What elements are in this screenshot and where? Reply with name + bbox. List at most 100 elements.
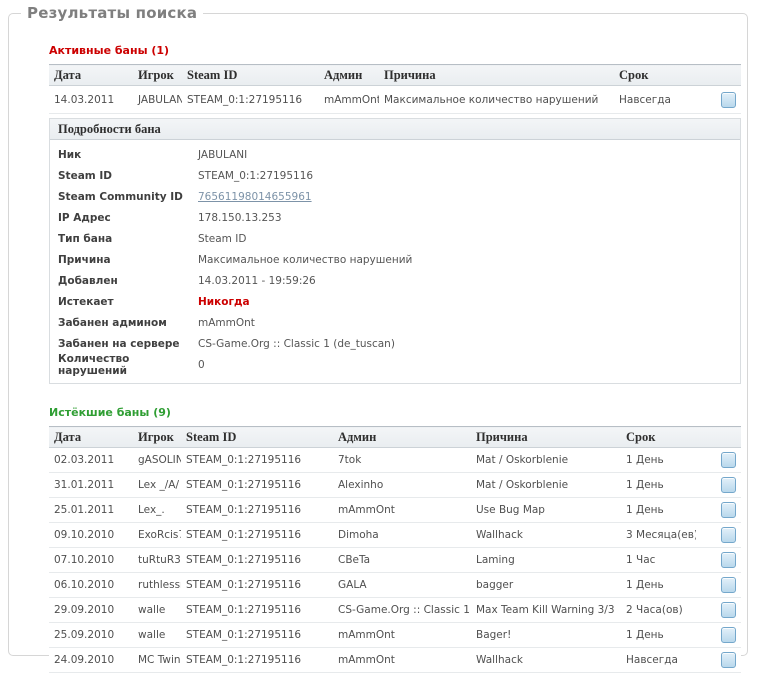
- table-cell: Lex_.: [133, 497, 181, 523]
- table-cell: GALA: [333, 572, 471, 598]
- detail-row: IP Адрес 178.150.13.253: [50, 207, 740, 228]
- steam-community-link[interactable]: 76561198014655961: [198, 190, 312, 203]
- table-cell: walle: [133, 622, 181, 648]
- actions-cell: [696, 497, 741, 523]
- ban-details-icon[interactable]: [721, 477, 736, 493]
- actions-cell: [696, 447, 741, 473]
- ban-details-title: Подробности бана: [50, 119, 740, 140]
- table-cell: 09.10.2010: [49, 522, 133, 548]
- table-cell: Wallhack: [471, 522, 621, 548]
- table-cell: STEAM_0:1:27195116: [181, 597, 333, 623]
- results-fieldset: Результаты поиска Активные баны (1) Дата…: [8, 4, 748, 673]
- column-header: Причина: [379, 64, 614, 86]
- table-cell: STEAM_0:1:27195116: [182, 85, 319, 114]
- table-header-row: Дата Игрок Steam ID Админ Причина Срок: [49, 426, 741, 448]
- ban-details-icon[interactable]: [721, 91, 736, 108]
- detail-value: 178.150.13.253: [198, 211, 282, 224]
- table-header-row: Дата Игрок Steam ID Админ Причина Срок: [49, 64, 741, 86]
- column-header: Срок: [621, 426, 696, 448]
- detail-row: Забанен на сервере CS-Game.Org :: Classic…: [50, 333, 740, 354]
- column-header: Админ: [319, 64, 379, 86]
- table-cell: ruthlessness*: [133, 572, 181, 598]
- detail-value: Steam ID: [198, 232, 247, 245]
- table-cell: STEAM_0:1:27195116: [181, 572, 333, 598]
- table-cell: Максимальное количество нарушений: [379, 85, 614, 114]
- column-header: Админ: [333, 426, 471, 448]
- table-cell: Dimoha: [333, 522, 471, 548]
- actions-cell: [696, 522, 741, 548]
- active-bans-table: Дата Игрок Steam ID Админ Причина Срок 14.03.…: [49, 64, 741, 114]
- column-header: Steam ID: [182, 64, 319, 86]
- column-header: Дата: [49, 426, 133, 448]
- detail-label: Добавлен: [58, 274, 118, 287]
- column-header-actions: [696, 426, 741, 448]
- table-cell: Lex _/A/: [133, 472, 181, 498]
- column-header: Дата: [49, 64, 133, 86]
- ban-details-icon[interactable]: [721, 502, 736, 518]
- ban-details-icon[interactable]: [721, 552, 736, 568]
- detail-row: Steam Community ID 76561198014655961: [50, 186, 740, 207]
- ban-details-icon[interactable]: [721, 602, 736, 618]
- detail-value: 14.03.2011 - 19:59:26: [198, 274, 316, 287]
- table-cell: Навсегда: [614, 85, 696, 114]
- column-header: Игрок: [133, 426, 181, 448]
- table-cell: mAmmOnt: [333, 622, 471, 648]
- table-cell: Laming: [471, 547, 621, 573]
- detail-value: Никогда: [198, 295, 250, 308]
- detail-value: STEAM_0:1:27195116: [198, 169, 314, 182]
- table-cell: 31.01.2011: [49, 472, 133, 498]
- detail-row: Steam ID STEAM_0:1:27195116: [50, 165, 740, 186]
- table-cell: STEAM_0:1:27195116: [181, 522, 333, 548]
- expired-bans-table: Дата Игрок Steam ID Админ Причина Срок 02.03.…: [49, 426, 741, 673]
- actions-cell: [696, 472, 741, 498]
- detail-value: 76561198014655961: [198, 191, 312, 203]
- detail-value: 0: [198, 358, 205, 371]
- ban-details-icon[interactable]: [721, 527, 736, 543]
- table-cell: STEAM_0:1:27195116: [181, 547, 333, 573]
- detail-label: Забанен админом: [58, 316, 167, 329]
- table-cell: Use Bug Map: [471, 497, 621, 523]
- table-cell: Bager!: [471, 622, 621, 648]
- detail-value: CS-Game.Org :: Classic 1 (de_tuscan): [198, 337, 395, 350]
- detail-label: Забанен на сервере: [58, 337, 180, 350]
- table-cell: 1 Час: [621, 547, 696, 573]
- table-row: 25.09.2010 walle STEAM_0:1:27195116 mAmmOnt…: [49, 622, 741, 648]
- column-header-actions: [696, 64, 741, 86]
- actions-cell: [696, 647, 741, 673]
- ban-details-icon[interactable]: [721, 652, 736, 668]
- table-cell: MC Twincam: [133, 647, 181, 673]
- table-cell: JABULANI: [133, 85, 182, 114]
- table-cell: STEAM_0:1:27195116: [181, 472, 333, 498]
- table-row: 25.01.2011 Lex_. STEAM_0:1:27195116 mAmmOnt…: [49, 497, 741, 523]
- table-cell: Alexinho: [333, 472, 471, 498]
- table-cell: Mat / Oskorblenie: [471, 447, 621, 473]
- table-cell: 1 День: [621, 572, 696, 598]
- detail-row: Ник JABULANI: [50, 144, 740, 165]
- table-cell: STEAM_0:1:27195116: [181, 622, 333, 648]
- detail-row: Тип бана Steam ID: [50, 228, 740, 249]
- ban-details-icon[interactable]: [721, 452, 736, 468]
- table-cell: 2 Часа(ов): [621, 597, 696, 623]
- detail-row: Истекает Никогда: [50, 291, 740, 312]
- page-title: Результаты поиска: [21, 4, 204, 22]
- table-cell: walle: [133, 597, 181, 623]
- detail-label: Причина: [58, 253, 111, 266]
- table-cell: ExoRcis7: [133, 522, 181, 548]
- table-cell: gASOLINE: [133, 447, 181, 473]
- detail-label: Количество нарушений: [58, 352, 130, 377]
- table-cell: STEAM_0:1:27195116: [181, 497, 333, 523]
- table-cell: CBeTa: [333, 547, 471, 573]
- table-cell: 14.03.2011: [49, 85, 133, 114]
- ban-details-icon[interactable]: [721, 577, 736, 593]
- column-header: Причина: [471, 426, 621, 448]
- ban-details-icon[interactable]: [721, 627, 736, 643]
- detail-row: Причина Максимальное количество нарушений: [50, 249, 740, 270]
- detail-row: Количество нарушений 0: [50, 352, 740, 377]
- table-cell: mAmmOnt: [333, 647, 471, 673]
- table-cell: STEAM_0:1:27195116: [181, 647, 333, 673]
- table-cell: Max Team Kill Warning 3/3: [471, 597, 621, 623]
- table-cell: 3 Месяца(ев): [621, 522, 696, 548]
- table-cell: CS-Game.Org :: Classic 1: [333, 597, 471, 623]
- table-cell: 1 День: [621, 497, 696, 523]
